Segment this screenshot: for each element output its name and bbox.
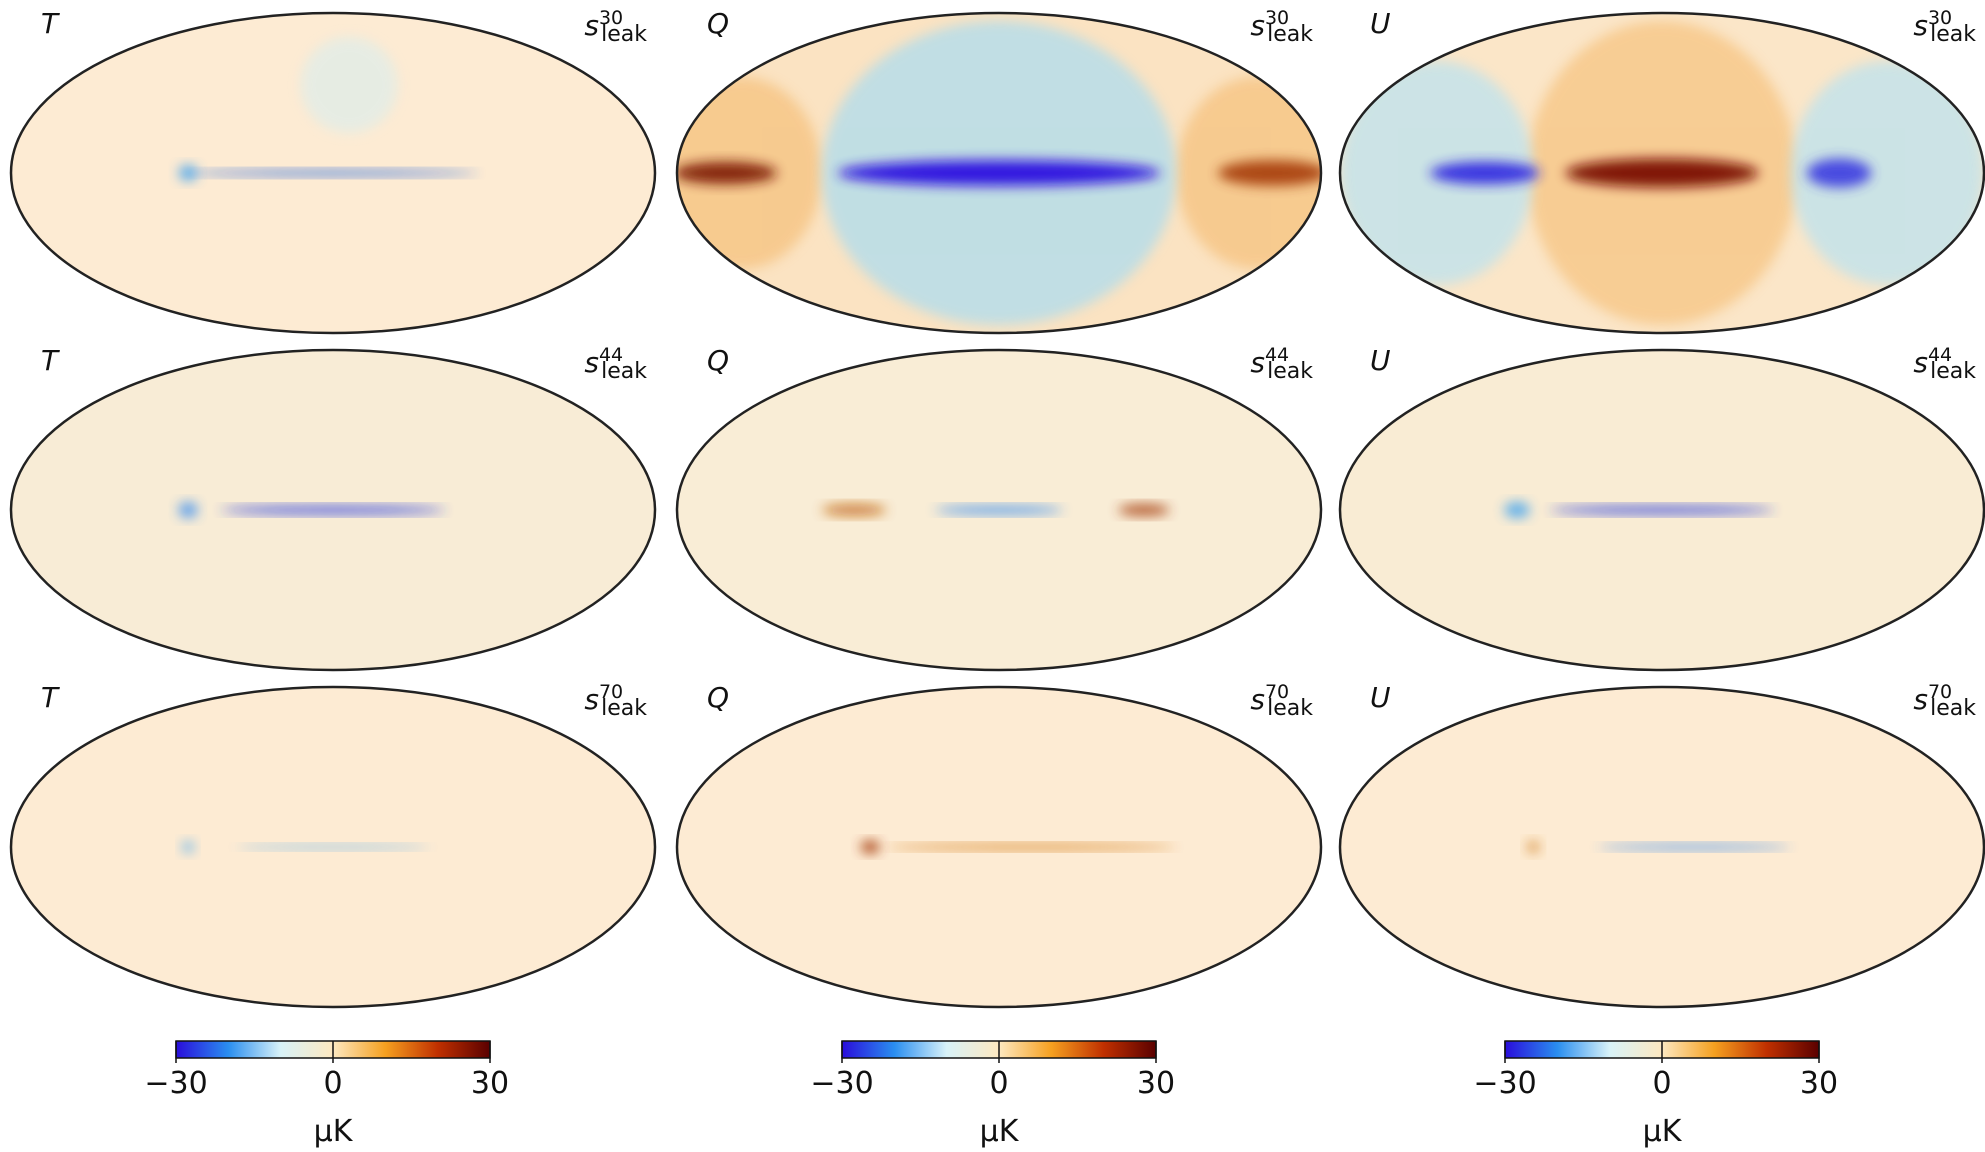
map-feature <box>178 502 197 518</box>
map-feature <box>1118 504 1170 515</box>
map-feature <box>1565 159 1758 188</box>
map-feature <box>236 845 429 850</box>
figure: Ts30leakQs30leakUs30leakTs44leakQs44leak… <box>0 0 1985 1152</box>
colorbar-tick-label: 30 <box>471 1066 509 1101</box>
colorbar-unit: μK <box>314 1114 354 1149</box>
leakage-subscript: leak <box>601 22 647 47</box>
colorbar-tick-label: 0 <box>989 1066 1008 1101</box>
map-feature <box>1598 844 1791 850</box>
map-feature <box>1504 502 1530 518</box>
leakage-symbol: s <box>1913 683 1928 716</box>
leakage-symbol: s <box>584 346 599 379</box>
map-feature <box>1807 159 1871 188</box>
leakage-symbol: s <box>584 683 599 716</box>
leakage-symbol: s <box>584 9 599 42</box>
component-label: T <box>41 7 60 40</box>
map-feature <box>861 841 880 854</box>
map-feature <box>838 160 1160 186</box>
map-feature <box>674 162 777 184</box>
colorbar: −30 0 30 μK <box>1473 1041 1838 1149</box>
map-feature <box>1218 160 1327 186</box>
colorbar-unit: μK <box>1643 1114 1683 1149</box>
colorbar-tick-label: −30 <box>810 1066 873 1101</box>
leakage-subscript: leak <box>601 696 647 721</box>
component-label: U <box>1370 681 1391 714</box>
component-label: U <box>1370 7 1391 40</box>
leakage-symbol: s <box>1913 346 1928 379</box>
component-label: Q <box>707 681 729 714</box>
colorbar-tick-label: 0 <box>1652 1066 1671 1101</box>
colorbar-tick-label: 30 <box>1800 1066 1838 1101</box>
map-feature <box>220 506 445 514</box>
component-label: Q <box>707 344 729 377</box>
map-feature <box>1527 841 1540 854</box>
leakage-subscript: leak <box>1267 359 1313 384</box>
map-feature <box>1430 162 1539 184</box>
map-feature <box>886 844 1176 850</box>
colorbar-unit: μK <box>980 1114 1020 1149</box>
colorbar-tick-label: 0 <box>323 1066 342 1101</box>
leakage-symbol: s <box>1250 683 1265 716</box>
map-feature <box>188 170 478 176</box>
leakage-subscript: leak <box>1267 22 1313 47</box>
component-label: Q <box>707 7 729 40</box>
map-feature <box>935 506 1064 514</box>
map-feature <box>822 504 886 515</box>
leakage-subscript: leak <box>1930 696 1976 721</box>
leakage-symbol: s <box>1913 9 1928 42</box>
leakage-subscript: leak <box>1267 696 1313 721</box>
map-features <box>1340 21 1984 325</box>
leakage-subscript: leak <box>1930 359 1976 384</box>
component-label: T <box>41 344 60 377</box>
component-label: U <box>1370 344 1391 377</box>
leakage-symbol: s <box>1250 346 1265 379</box>
colorbar-tick-label: −30 <box>144 1066 207 1101</box>
leakage-subscript: leak <box>1930 22 1976 47</box>
component-label: T <box>41 681 60 714</box>
colorbar-tick-label: 30 <box>1137 1066 1175 1101</box>
map-feature <box>182 841 195 854</box>
map-feature <box>301 37 398 133</box>
leakage-subscript: leak <box>601 359 647 384</box>
colorbar: −30 0 30 μK <box>144 1041 509 1149</box>
colorbar-tick-label: −30 <box>1473 1066 1536 1101</box>
map-feature <box>178 165 197 181</box>
leakage-label: s30leak <box>1250 7 1313 47</box>
colorbar: −30 0 30 μK <box>810 1041 1175 1149</box>
leakage-symbol: s <box>1250 9 1265 42</box>
map-feature <box>1549 506 1774 514</box>
